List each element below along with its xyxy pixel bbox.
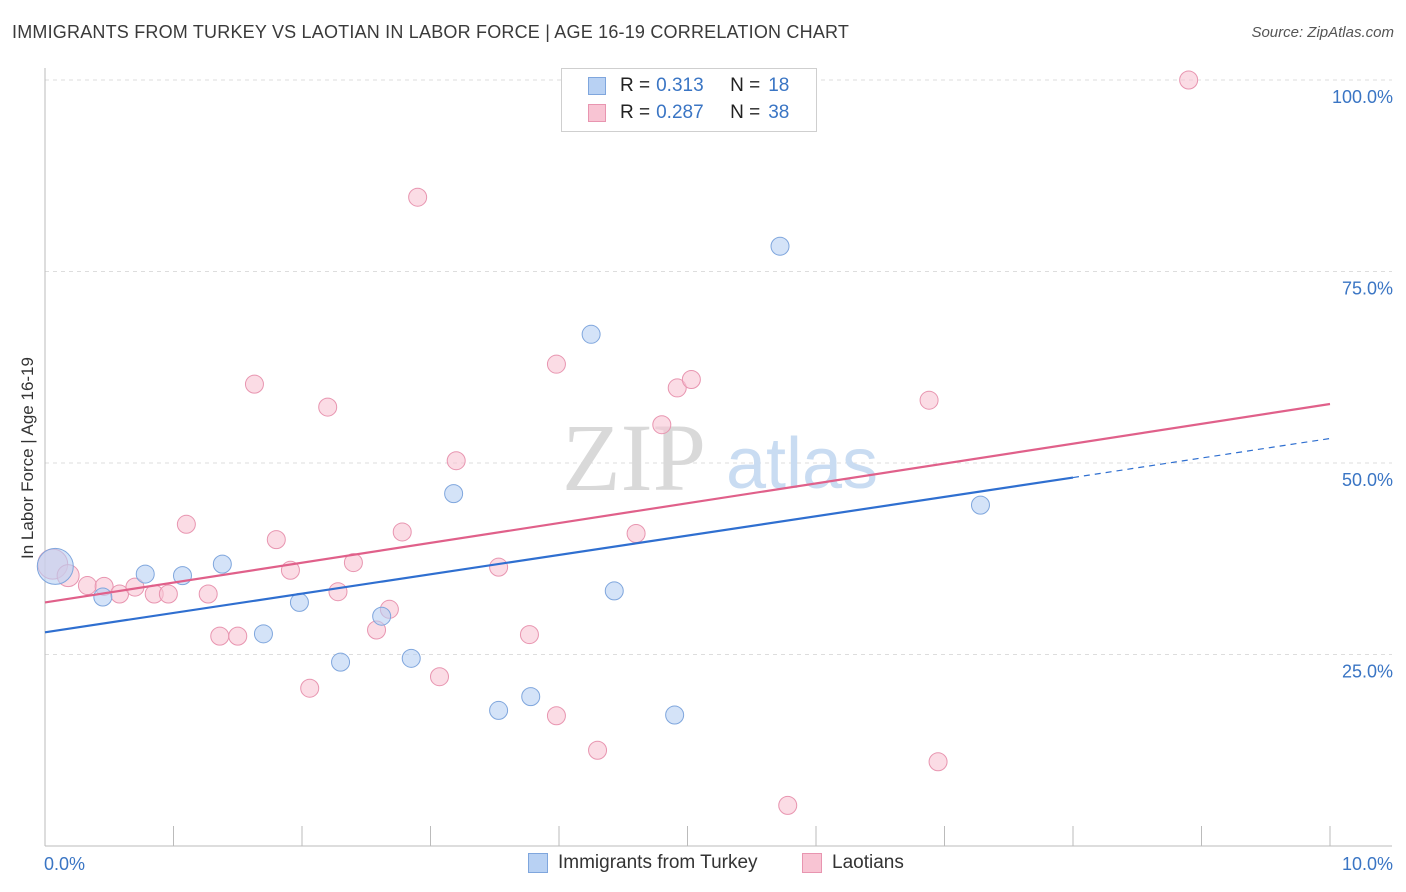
trend-line-turkey-extension [1072, 437, 1331, 479]
legend-n-label: N = [730, 75, 761, 96]
point-laotians [519, 625, 539, 645]
point-turkey [135, 564, 155, 584]
point-turkey [665, 705, 685, 725]
point-turkey [372, 606, 392, 626]
legend-n-value: 18 [768, 75, 790, 96]
point-laotians [588, 740, 608, 760]
legend-r-label: R = [620, 102, 651, 123]
x-tick-label: 0.0% [44, 854, 85, 874]
legend-row-turkey: R = 0.313 N = 18 [562, 73, 789, 99]
legend-r-value: 0.313 [656, 75, 704, 96]
point-turkey [521, 687, 541, 707]
point-laotians [1179, 70, 1199, 90]
source-credit: Source: ZipAtlas.com [1251, 24, 1394, 41]
point-laotians [318, 397, 338, 417]
data-points [36, 70, 1199, 815]
point-turkey [581, 324, 601, 344]
legend-swatch-laotians [802, 853, 822, 873]
point-laotians [681, 370, 701, 390]
stats-legend: R = 0.313 N = 18 R = 0.287 N = 38 [561, 68, 817, 132]
legend-swatch-turkey [528, 853, 548, 873]
point-laotians [778, 795, 798, 815]
point-laotians [928, 752, 948, 772]
point-turkey [970, 495, 990, 515]
chart-title: IMMIGRANTS FROM TURKEY VS LAOTIAN IN LAB… [12, 22, 850, 42]
x-tick-label: 10.0% [1342, 854, 1393, 874]
point-laotians [244, 374, 264, 394]
point-turkey [212, 554, 232, 574]
point-laotians [626, 523, 646, 543]
legend-label-turkey: Immigrants from Turkey [558, 852, 758, 873]
point-turkey [289, 592, 309, 612]
gridlines [45, 79, 1392, 655]
point-laotians [546, 706, 566, 726]
point-laotians [919, 390, 939, 410]
point-laotians [198, 584, 218, 604]
legend-item-turkey[interactable]: Immigrants from Turkey [528, 852, 758, 874]
trend-line-laotians [44, 402, 1331, 604]
legend-swatch-blue [588, 77, 606, 95]
point-laotians [77, 576, 97, 596]
watermark: ZIP atlas [562, 404, 878, 511]
legend-r-label: R = [620, 75, 651, 96]
point-laotians [546, 354, 566, 374]
point-turkey [444, 484, 464, 504]
axes [44, 68, 1392, 847]
trend-line-turkey [44, 476, 1074, 634]
legend-row-laotians: R = 0.287 N = 38 [562, 100, 789, 126]
point-laotians [300, 678, 320, 698]
watermark-zip: ZIP [562, 404, 706, 511]
legend-n-value: 38 [768, 102, 790, 123]
point-laotians [328, 582, 348, 602]
point-turkey [36, 547, 74, 585]
point-turkey [604, 581, 624, 601]
point-laotians [446, 451, 466, 471]
series-legend: Immigrants from Turkey Laotians [0, 852, 1406, 878]
point-turkey [253, 624, 273, 644]
point-laotians [176, 514, 196, 534]
tick-labels: 25.0% 50.0% 75.0% 100.0% 0.0% 10.0% [44, 87, 1393, 874]
point-laotians [652, 415, 672, 435]
legend-label-laotians: Laotians [832, 852, 904, 873]
point-laotians [489, 557, 509, 577]
point-laotians [429, 667, 449, 687]
legend-item-laotians[interactable]: Laotians [802, 852, 904, 874]
point-laotians [158, 584, 178, 604]
point-laotians [392, 522, 412, 542]
y-tick-label: 100.0% [1332, 87, 1393, 107]
point-laotians [266, 530, 286, 550]
point-turkey [331, 652, 351, 672]
y-tick-label: 75.0% [1342, 279, 1393, 299]
point-turkey [489, 700, 509, 720]
point-laotians [343, 553, 363, 573]
point-turkey [401, 648, 421, 668]
legend-swatch-pink [588, 104, 606, 122]
point-laotians [408, 187, 428, 207]
y-tick-label: 25.0% [1342, 662, 1393, 682]
point-laotians [667, 378, 687, 398]
y-tick-label: 50.0% [1342, 470, 1393, 490]
trend-lines [44, 402, 1331, 634]
legend-r-value: 0.287 [656, 102, 704, 123]
point-turkey [93, 587, 113, 607]
watermark-atlas: atlas [726, 424, 878, 504]
point-laotians [228, 626, 248, 646]
point-laotians [210, 626, 230, 646]
legend-n-label: N = [730, 102, 761, 123]
point-turkey [770, 236, 790, 256]
